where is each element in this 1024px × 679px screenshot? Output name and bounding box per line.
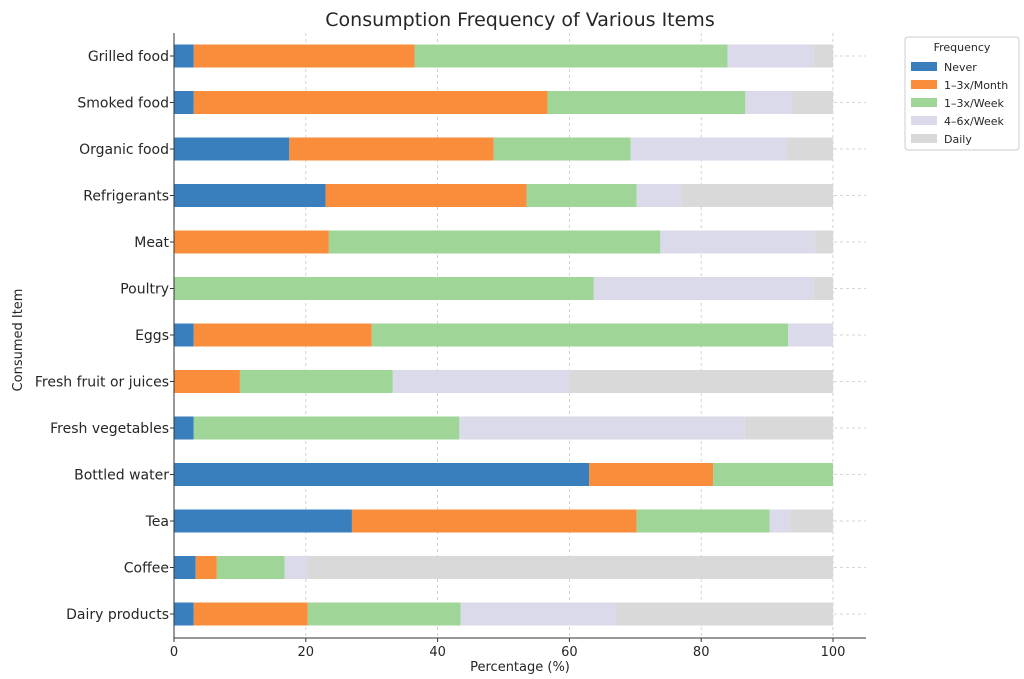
x-tick-labels: 0 20 40 60 80 100 [170,638,846,660]
chart-title: Consumption Frequency of Various Items [325,9,714,31]
category-label: Organic food [79,142,169,158]
bar-segment [569,370,833,393]
bar-segment [727,44,814,68]
bar-segment [174,370,240,393]
bar-segment [713,463,833,486]
category-label: Poultry [120,282,169,298]
bar-segment [493,137,631,161]
bar-segment [392,370,570,393]
bar-segment [289,137,494,161]
legend-entry-label: 1–3x/Month [944,79,1008,92]
legend-swatch [911,62,937,71]
category-label: Eggs [135,328,169,344]
bar-segment [216,556,285,579]
bar-segment [636,509,770,533]
bar-segment [815,230,833,254]
bar-segment [371,323,789,347]
bar-segment [174,463,590,486]
x-axis-label: Percentage (%) [470,660,570,675]
legend-entry-label: Daily [944,133,972,146]
bar-segment [636,184,682,207]
bar-segment [460,602,616,626]
x-tick-label: 80 [693,645,710,660]
bar-segment [174,509,352,533]
legend-swatch [911,80,937,89]
legend-entry-label: Never [944,61,977,74]
bar-segment [174,556,196,579]
category-labels: Grilled food Smoked food Organic food Refri… [35,49,174,623]
bar-segment [174,323,194,347]
bar-segment [589,463,714,486]
bar-segment [615,602,833,626]
bar-segment [174,91,194,114]
bar-segment [630,137,787,161]
bar-segment [174,44,194,68]
bar-segment [193,323,372,347]
bar-segment [174,184,326,207]
bar-segment [791,91,833,114]
legend-title: Frequency [934,41,991,54]
bar-segment [813,277,833,300]
y-axis-label: Consumed Item [11,289,26,392]
bar-segment [307,602,461,626]
bar-segment [193,416,460,440]
category-label: Refrigerants [83,189,169,205]
bar-segment [414,44,728,68]
legend-swatch [911,134,937,143]
bar-segment [547,91,746,114]
bar-segment [786,137,833,161]
legend-entry-label: 1–3x/Week [944,97,1004,110]
category-label: Fresh vegetables [50,421,169,437]
legend-entry-label: 4–6x/Week [944,115,1004,128]
bar-segment [174,602,194,626]
bar-segment [195,556,217,579]
category-label: Fresh fruit or juices [35,375,169,391]
bar-segment [660,230,816,254]
legend-items: Never 1–3x/Month 1–3x/Week 4–6x/Week Daily [911,61,1008,146]
x-tick-label: 100 [821,645,846,660]
category-label: Dairy products [66,607,169,623]
bar-segment [174,277,594,300]
bar-segment [790,509,833,533]
x-tick-label: 20 [298,645,315,660]
bar-segment [325,184,527,207]
bar-segment [813,44,833,68]
bar-segment [593,277,814,300]
legend: Frequency Never 1–3x/Month 1–3x/Week 4–6x/W… [904,36,1020,151]
x-tick-label: 0 [170,645,178,660]
bar-segment [174,230,329,254]
category-label: Smoked food [77,96,169,112]
category-label: Bottled water [74,468,169,484]
bar-segment [193,602,308,626]
bar-segment [174,416,194,440]
category-label: Grilled food [88,49,169,65]
legend-swatch [911,98,937,107]
bar-segment [284,556,308,579]
category-label: Coffee [124,561,169,577]
bar-segment [745,91,792,114]
category-label: Tea [145,514,169,530]
category-label: Meat [134,235,169,251]
bars [174,44,833,626]
bar-segment [526,184,637,207]
legend-swatch [911,116,937,125]
x-tick-label: 40 [429,645,446,660]
bar-segment [328,230,661,254]
bar-segment [351,509,637,533]
bar-segment [174,137,290,161]
x-tick-label: 60 [561,645,578,660]
bar-segment [193,44,415,68]
bar-segment [769,509,791,533]
bar-segment [788,323,833,347]
bar-segment [307,556,833,579]
bar-segment [681,184,833,207]
bar-segment [744,416,833,440]
bar-segment [239,370,393,393]
bar-segment [193,91,548,114]
bar-segment [459,416,745,440]
